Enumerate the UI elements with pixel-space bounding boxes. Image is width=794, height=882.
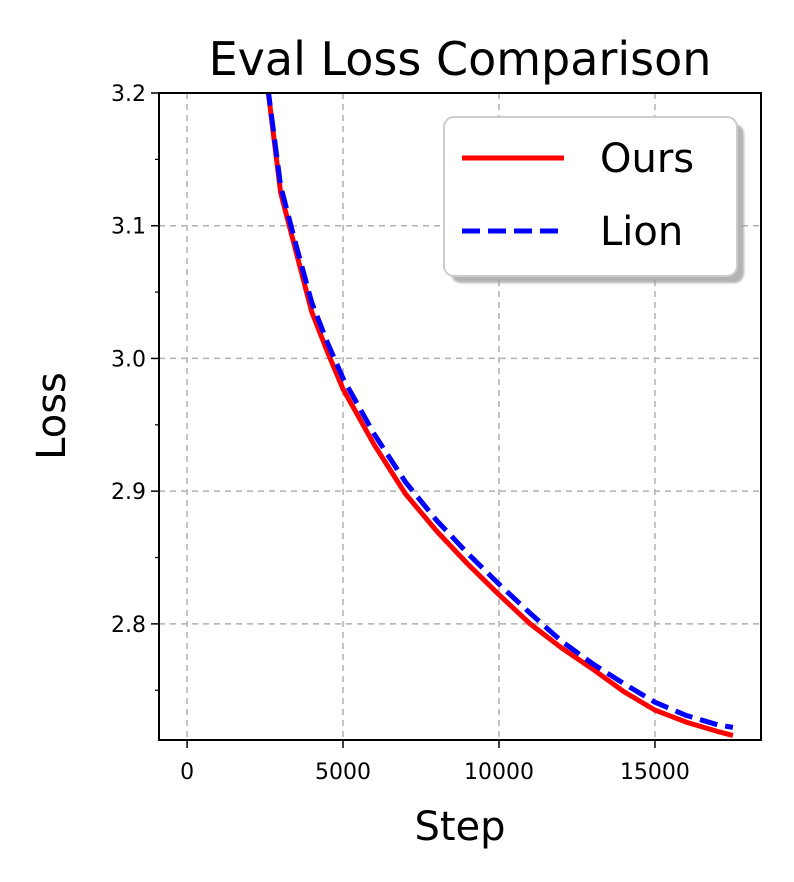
x-tick-label: 0 (180, 760, 194, 785)
series-lines (265, 93, 734, 738)
y-axis-ticks: 2.8 2.9 3.0 3.1 3.2 (111, 82, 159, 691)
y-tick-label: 3.2 (111, 82, 146, 107)
y-tick-label: 2.9 (111, 480, 146, 505)
series-line-lion (266, 93, 734, 730)
legend-label-ours: Ours (600, 136, 694, 182)
x-tick-label: 10000 (464, 760, 534, 785)
legend: Ours Lion (443, 116, 744, 283)
x-tick-label: 15000 (620, 760, 690, 785)
y-axis-label: Loss (29, 372, 75, 460)
plot-frame (158, 92, 762, 741)
x-axis-ticks: 0 5000 10000 15000 (180, 740, 690, 785)
y-tick-label: 3.1 (111, 215, 146, 240)
chart-title: Eval Loss Comparison (209, 32, 712, 86)
y-tick-label: 2.8 (111, 613, 146, 638)
legend-label-lion: Lion (600, 209, 683, 255)
y-tick-label: 3.0 (111, 347, 146, 372)
x-tick-label: 5000 (315, 760, 371, 785)
series-line-ours (265, 93, 734, 738)
x-axis-label: Step (414, 804, 505, 850)
